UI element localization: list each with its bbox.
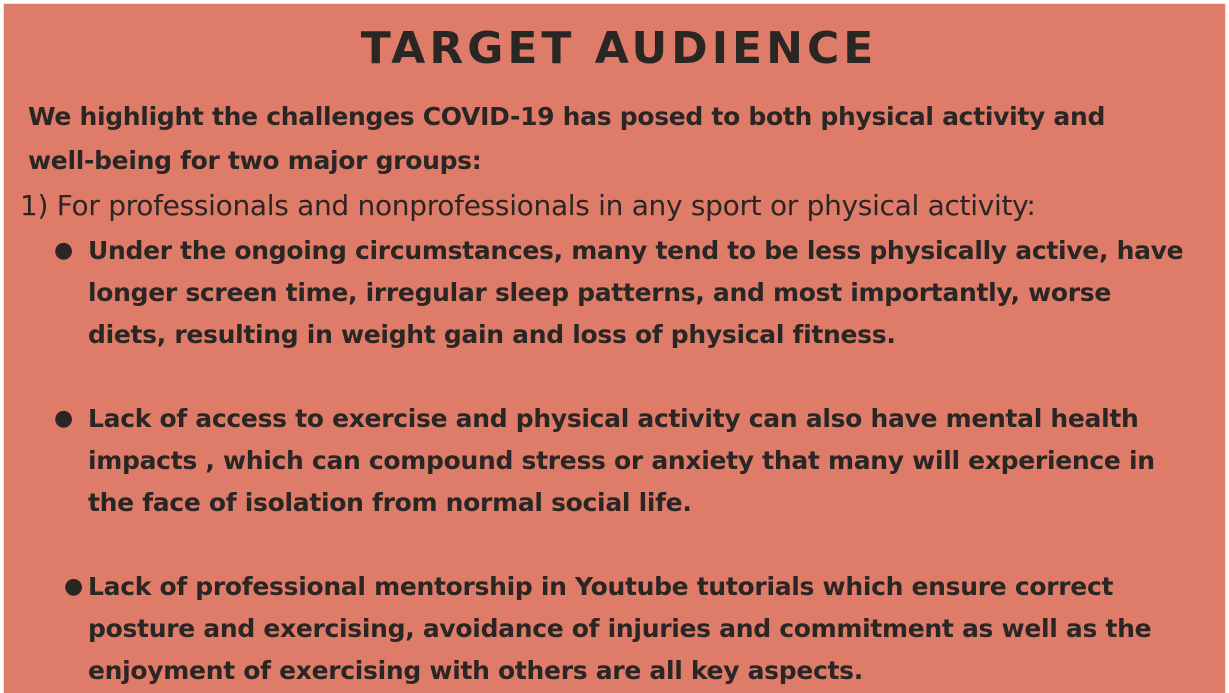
slide-title: TARGET AUDIENCE: [360, 23, 878, 74]
intro-paragraph: We highlight the challenges COVID-19 has…: [28, 102, 1106, 175]
group-heading: 1) For professionals and nonprofessional…: [20, 189, 1036, 222]
bullet-text: Lack of professional mentorship in Youtu…: [88, 572, 1152, 685]
bullet-icon: ●: [64, 574, 84, 599]
bullet-icon: ●: [54, 406, 74, 431]
bullet-icon: ●: [54, 238, 74, 263]
slide: TARGET AUDIENCE We highlight the challen…: [3, 3, 1226, 693]
bullet-text: Lack of access to exercise and physical …: [88, 404, 1155, 517]
bullet-text: Under the ongoing circumstances, many te…: [88, 236, 1184, 349]
